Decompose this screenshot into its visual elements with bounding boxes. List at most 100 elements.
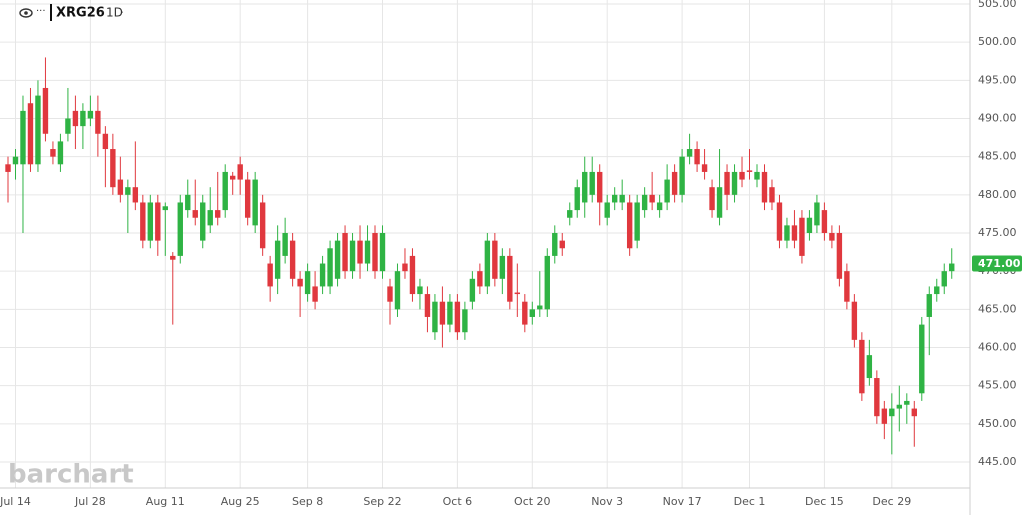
interval-dot: · — [101, 6, 105, 20]
y-tick-label: 495.00 — [978, 73, 1017, 86]
y-tick-label: 455.00 — [978, 379, 1017, 392]
candle-body — [110, 149, 116, 188]
candle-body — [739, 171, 745, 180]
candle-body — [155, 202, 161, 241]
menu-dots[interactable]: ··· — [36, 6, 46, 17]
candle-body — [319, 263, 326, 287]
candle-body — [874, 378, 880, 417]
candle-body — [185, 194, 191, 211]
candle-body — [342, 233, 348, 272]
watermark: barchart — [8, 460, 134, 490]
candle-body — [859, 339, 865, 394]
candle-body — [911, 408, 917, 417]
candle-body — [87, 110, 94, 119]
candle-body — [484, 240, 491, 287]
x-tick-label: Aug 11 — [146, 495, 185, 508]
candle-body — [814, 202, 820, 226]
y-tick-label: 445.00 — [978, 455, 1017, 468]
candle-body — [507, 255, 513, 302]
candle-body — [192, 210, 198, 218]
symbol[interactable]: XRG26 — [56, 6, 105, 21]
candle-body — [12, 156, 19, 165]
x-tick-label: Nov 3 — [591, 495, 623, 508]
grid-layer — [0, 0, 970, 488]
candle-body — [230, 175, 236, 180]
candle-body — [394, 271, 401, 310]
candle-body — [432, 301, 438, 333]
x-tick-label: Sep 22 — [363, 495, 401, 508]
candle-body — [65, 118, 71, 134]
candle-body — [552, 233, 558, 256]
candle-body — [267, 263, 273, 287]
candle-body — [207, 210, 213, 226]
candle-body — [919, 324, 925, 394]
candle-body — [701, 164, 708, 172]
y-tick-label: 485.00 — [978, 150, 1017, 163]
eye-icon-pupil — [24, 11, 28, 15]
candle-body — [372, 233, 378, 272]
candle-body — [724, 171, 730, 195]
candle-body — [80, 110, 86, 127]
candle-body — [349, 240, 356, 272]
x-tick-label: Nov 17 — [663, 495, 702, 508]
candle-body — [791, 225, 798, 241]
candle-body — [50, 149, 56, 157]
candle-body — [896, 404, 903, 409]
candle-body — [544, 255, 550, 310]
x-tick-label: Dec 1 — [734, 495, 766, 508]
y-tick-label: 475.00 — [978, 226, 1017, 239]
candles-layer — [5, 57, 955, 455]
x-tick-label: Dec 15 — [805, 495, 844, 508]
candle-body — [57, 141, 64, 165]
y-tick-label: 465.00 — [978, 302, 1017, 315]
candle-body — [821, 210, 828, 233]
candle-body — [379, 233, 386, 272]
candle-body — [746, 170, 753, 172]
candle-body — [611, 194, 618, 203]
candle-body — [649, 194, 655, 203]
candle-body — [417, 286, 423, 295]
candle-body — [439, 301, 446, 325]
candle-body — [589, 171, 595, 195]
candle-body — [304, 271, 311, 295]
candle-body — [237, 164, 243, 180]
candle-body — [215, 210, 221, 218]
candle-body — [604, 202, 610, 218]
candle-body — [222, 171, 228, 211]
candle-body — [626, 202, 633, 249]
candle-body — [574, 187, 580, 211]
x-tick-label: Dec 29 — [872, 495, 911, 508]
candle-body — [656, 202, 663, 211]
y-tick-label: 500.00 — [978, 35, 1017, 48]
candle-body — [147, 202, 154, 241]
candle-body — [297, 278, 303, 287]
y-tick-label: 490.00 — [978, 112, 1017, 125]
candle-body — [851, 301, 858, 340]
candle-body — [312, 286, 318, 302]
x-tick-label: Oct 6 — [443, 495, 473, 508]
candle-body — [836, 233, 843, 279]
candle-body — [35, 95, 41, 165]
candle-body — [289, 240, 296, 279]
candle-body — [492, 240, 498, 279]
candle-body — [170, 255, 176, 260]
candle-body — [27, 103, 34, 165]
candle-body — [72, 110, 79, 127]
candle-body — [282, 233, 288, 256]
eye-icon[interactable] — [19, 8, 33, 18]
candle-body — [42, 87, 49, 134]
candle-body — [881, 408, 888, 424]
candle-body — [754, 171, 760, 180]
candle-body — [926, 294, 932, 317]
candle-body — [140, 202, 146, 241]
candle-body — [889, 408, 895, 417]
candle-body — [259, 202, 266, 249]
y-tick-label: 480.00 — [978, 188, 1017, 201]
candle-body — [904, 400, 910, 405]
candle-body — [327, 248, 333, 287]
candle-body — [132, 187, 139, 203]
candle-body — [641, 194, 648, 211]
candle-body — [679, 156, 685, 195]
interval[interactable]: 1D — [106, 6, 123, 20]
